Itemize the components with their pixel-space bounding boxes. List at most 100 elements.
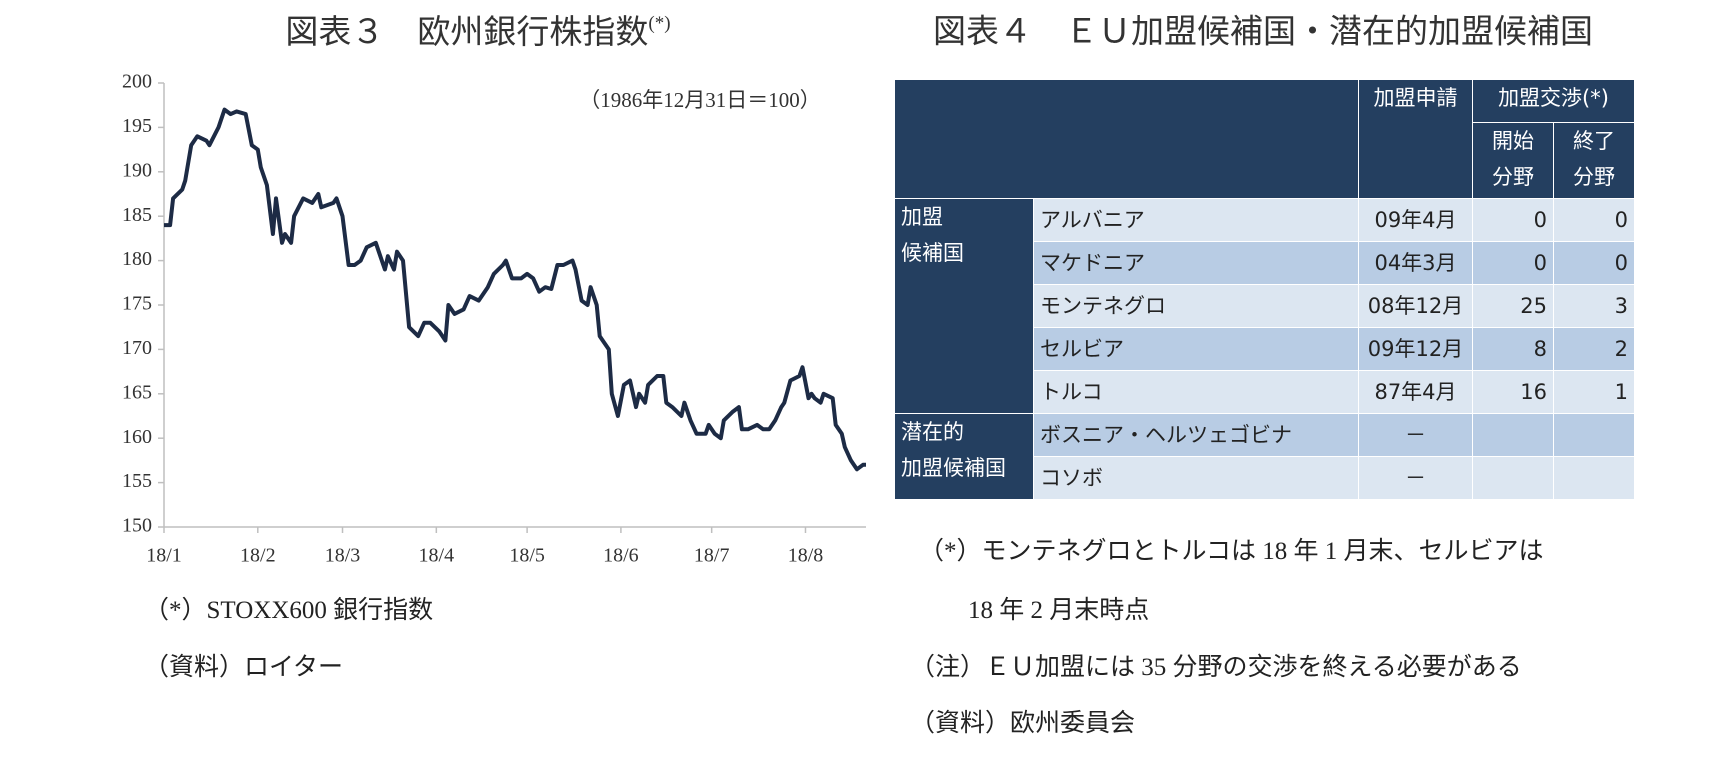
cell-text: 候補国 [901, 241, 964, 265]
cell-text: 終了 [1573, 129, 1615, 153]
cell-text: 分野 [1573, 165, 1615, 189]
cell-text: マケドニア [1040, 251, 1145, 275]
x-tick-label: 18/3 [325, 545, 361, 567]
cell: 0 [1552, 241, 1636, 285]
cell: マケドニア [1033, 241, 1359, 285]
y-tick-label: 155 [122, 470, 152, 492]
cell [1552, 456, 1636, 500]
group-cell: 加盟 候補国 [894, 198, 1034, 414]
chart-annotation: （1986年12月31日＝100） [579, 88, 821, 112]
cell-text: 1 [1614, 380, 1629, 404]
chart-source: （資料）ロイター [144, 654, 344, 681]
cell-text: 25 [1520, 294, 1547, 318]
table-row: モンテネグロ 08年12月 25 3 [895, 284, 1636, 328]
cell-text: ボスニア・ヘルツェゴビナ [1040, 423, 1292, 447]
y-tick-label: 180 [122, 248, 152, 270]
group-cell: 潜在的 加盟候補国 [894, 413, 1034, 500]
y-tick-label: 185 [122, 204, 152, 226]
x-tick-label: 18/2 [240, 545, 276, 567]
cell: コソボ [1033, 456, 1359, 500]
y-tick-label: 160 [122, 426, 152, 448]
table-note: 18 年 2 月末時点 [968, 597, 1150, 624]
cell: 87年4月 [1358, 370, 1473, 414]
cell: 3 [1552, 284, 1636, 328]
y-tick-label: 150 [122, 515, 152, 537]
chart-note: （*）STOXX600 銀行指数 [144, 597, 434, 624]
table: 加盟申請 加盟交渉(*) 開始 分野 終了 分野 加盟 候補国 アルバニア 09年4月 0 0 マケドニ… [894, 79, 1636, 500]
header-cell: 開始 分野 [1472, 122, 1554, 199]
table-row: 潜在的 加盟候補国 ボスニア・ヘルツェゴビナ－ [894, 413, 1636, 500]
table-note: （*）モンテネグロとトルコは 18 年 1 月末、セルビアは [919, 538, 1544, 565]
cell-text: トルコ [1040, 380, 1103, 404]
cell-text: 開始 [1492, 129, 1534, 153]
cell-text: 加盟申請 [1373, 86, 1458, 110]
header-cell: 終了 分野 [1552, 122, 1636, 199]
table-row: セルビア 09年12月 8 2 [895, 327, 1636, 371]
cell [1472, 413, 1554, 457]
table-row: 加盟申請 加盟交渉(*) [894, 79, 1636, 199]
y-tick-label: 165 [122, 381, 152, 403]
cell: 8 [1472, 327, 1554, 371]
cell-text: － [1405, 423, 1426, 447]
line [164, 107, 866, 472]
header-cell: 加盟申請 [1358, 79, 1473, 199]
cell-text: コソボ [1040, 466, 1103, 490]
cell-text: 16 [1520, 380, 1547, 404]
y-tick-label: 200 [122, 71, 152, 93]
cell: － [1358, 456, 1473, 500]
cell-text: 分野 [1492, 165, 1534, 189]
cell: トルコ [1033, 370, 1359, 414]
cell-text: 3 [1614, 294, 1629, 318]
cell-text: － [1405, 466, 1426, 490]
cell: 0 [1552, 198, 1636, 242]
table-source: （資料）欧州委員会 [910, 710, 1136, 737]
x-tick-label: 18/1 [146, 545, 182, 567]
header-cell [894, 79, 1359, 199]
cell-text: 加盟 [901, 205, 943, 229]
x-tick-label: 18/6 [603, 545, 639, 567]
cell: 08年12月 [1358, 284, 1473, 328]
cell-text: 0 [1533, 208, 1547, 232]
cell: 04年3月 [1358, 241, 1473, 285]
table-title: 図表４ ＥＵ加盟候補国・潜在的加盟候補国 [933, 14, 1593, 51]
cell: モンテネグロ [1033, 284, 1359, 328]
cell-text: 加盟交渉(*) [1498, 86, 1609, 110]
table-row: コソボ － [895, 456, 1636, 500]
x-tick-label: 18/5 [509, 545, 545, 567]
x-tick-label: 18/8 [788, 545, 824, 567]
chart-title: 図表３ 欧州銀行株指数(*) [285, 13, 670, 50]
cell: 0 [1472, 241, 1554, 285]
cell-text: セルビア [1040, 337, 1124, 361]
cell-text: 04年3月 [1374, 251, 1457, 275]
cell-text: 09年12月 [1367, 337, 1464, 361]
cell: セルビア [1033, 327, 1359, 371]
header-cell: 加盟交渉(*) [1471, 79, 1636, 123]
cell-text: アルバニア [1040, 208, 1145, 232]
cell: 16 [1472, 370, 1554, 414]
y-tick-label: 195 [122, 115, 152, 137]
cell [1552, 413, 1636, 457]
cell: － [1358, 413, 1473, 457]
cell-text: 08年12月 [1367, 294, 1464, 318]
cell-text: 0 [1614, 251, 1629, 275]
cell: アルバニア [1033, 198, 1359, 242]
cell-text: 0 [1614, 208, 1629, 232]
y-tick-label: 175 [122, 293, 152, 315]
cell: 09年4月 [1358, 198, 1473, 242]
cell-text: 加盟候補国 [901, 456, 1006, 480]
cell-text: 8 [1533, 337, 1547, 361]
cell: 0 [1472, 198, 1554, 242]
cell: 09年12月 [1358, 327, 1473, 371]
chart-title-note: (*) [648, 13, 670, 34]
cell-text: 2 [1614, 337, 1629, 361]
chart-title-text: 図表３ 欧州銀行株指数 [285, 14, 648, 51]
cell-text: 潜在的 [901, 420, 964, 444]
x-tick-label: 18/4 [419, 545, 455, 567]
cell: 25 [1472, 284, 1554, 328]
cell-text: 09年4月 [1374, 208, 1457, 232]
y-tick-label: 170 [122, 337, 152, 359]
cell [1472, 456, 1554, 500]
cell: 1 [1552, 370, 1636, 414]
table-note: （注）ＥＵ加盟には 35 分野の交渉を終える必要がある [910, 654, 1522, 681]
